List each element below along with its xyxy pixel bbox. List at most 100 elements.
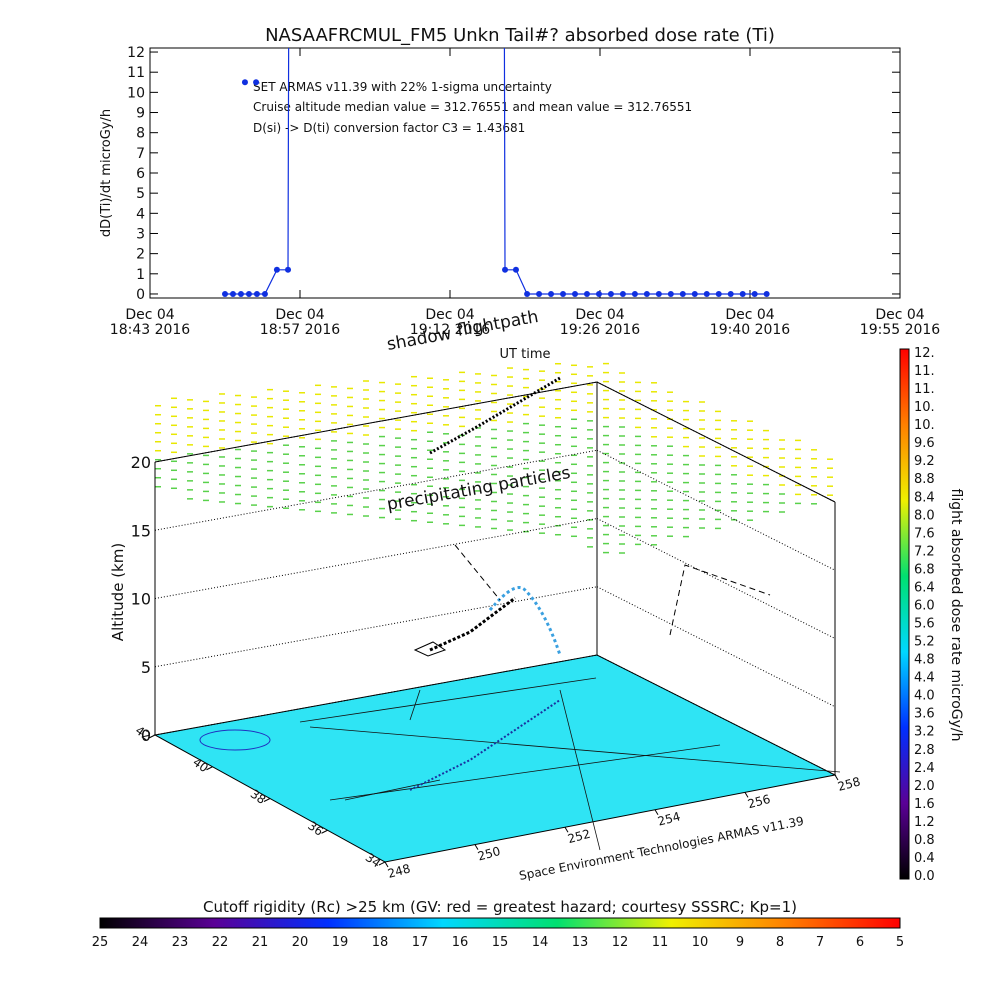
colorbar-tick-label: 20 — [292, 935, 309, 950]
data-point — [643, 290, 650, 297]
x-tick-label: 19:26 2016 — [560, 322, 641, 338]
map-line — [344, 779, 441, 801]
y-tick-label: 10 — [127, 85, 145, 101]
axis-line — [154, 381, 836, 503]
data-point — [751, 290, 758, 297]
map-line — [559, 689, 601, 851]
z-tick-label: 15 — [131, 521, 151, 540]
data-point — [285, 266, 292, 273]
z-axis-label: Altitude (km) — [109, 543, 127, 641]
colorbar-tick-label: 9.2 — [914, 454, 935, 469]
colorbar-tick-label: 3.2 — [914, 725, 935, 740]
colorbar-tick-label: 4.4 — [914, 671, 935, 686]
data-point — [253, 290, 260, 297]
y-tick — [206, 766, 213, 771]
colorbar-tick-label: 2.0 — [914, 779, 935, 794]
data-point — [763, 290, 770, 297]
colorbar-tick-label: 8.8 — [914, 472, 935, 487]
x-tick-label: 250 — [476, 844, 502, 863]
colorbar-tick-label: 2.4 — [914, 761, 935, 776]
data-point — [739, 290, 746, 297]
data-point — [237, 290, 244, 297]
annotation: D(si) -> D(ti) conversion factor C3 = 1.… — [253, 121, 525, 135]
colorbar-tick-label: 3.6 — [914, 707, 935, 722]
grid-line — [596, 654, 836, 776]
flight-path — [488, 586, 562, 656]
x-tick-label: 18:43 2016 — [110, 322, 191, 338]
colorbar-tick-label: 2.8 — [914, 743, 935, 758]
y-tick-label: 12 — [127, 45, 145, 61]
y-tick-label: 7 — [136, 146, 145, 162]
data-point — [703, 290, 710, 297]
colorbar-tick-label: 4.8 — [914, 653, 935, 668]
colorbar-tick-label: 0.0 — [914, 869, 935, 884]
colorbar-tick-label: 24 — [132, 935, 149, 950]
colorbar-title: Cutoff rigidity (Rc) >25 km (GV: red = g… — [203, 898, 797, 916]
grid-line — [154, 518, 598, 599]
x-tick-label: Dec 04 — [125, 307, 174, 323]
colorbar-tick-label: 6.4 — [914, 580, 935, 595]
x-tick-label: 19:40 2016 — [710, 322, 791, 338]
x-tick-label: Dec 04 — [725, 307, 774, 323]
colorbar-tick-label: 11. — [914, 382, 935, 397]
x-tick — [744, 792, 749, 798]
map-line — [299, 677, 597, 723]
x-tick — [564, 826, 569, 833]
data-point — [261, 290, 268, 297]
x-tick-label: 258 — [836, 774, 862, 793]
colorbar-tick-label: 4.0 — [914, 689, 935, 704]
colorbar — [899, 348, 910, 880]
annotation: Cruise altitude median value = 312.76551… — [253, 100, 692, 114]
y-tick-label: 9 — [136, 106, 145, 122]
chart-title: NASAAFRCMUL_FM5 Unkn Tail#? absorbed dos… — [265, 25, 775, 46]
x-tick-label: 19:55 2016 — [860, 322, 941, 338]
data-point — [631, 290, 638, 297]
colorbar-tick-label: 11. — [914, 364, 935, 379]
colorbar-tick-label: 16 — [452, 935, 469, 950]
y-tick — [321, 829, 328, 834]
colorbar-tick-label: 8.4 — [914, 490, 935, 505]
z-tick-label: 10 — [131, 590, 151, 609]
colorbar-tick-label: 10 — [692, 935, 709, 950]
data-point — [548, 290, 555, 297]
y-tick-label: 8 — [136, 126, 145, 142]
colorbar-tick-label: 0.4 — [914, 851, 935, 866]
colorbar-tick-label: 22 — [212, 935, 229, 950]
y-tick — [378, 861, 386, 866]
colorbar-tick-label: 14 — [532, 935, 549, 950]
data-point — [273, 266, 280, 273]
y-axis-label: dD(Ti)/dt microGy/h — [99, 109, 114, 237]
x-tick — [474, 844, 479, 850]
scene-3d — [153, 362, 841, 863]
data-point — [667, 290, 674, 297]
colorbar-tick-label: 5.2 — [914, 635, 935, 650]
x-tick-label: Dec 04 — [875, 307, 924, 323]
x-tick — [834, 774, 839, 781]
y-tick — [148, 734, 156, 739]
map-contour — [199, 729, 271, 751]
x-tick-label: Dec 04 — [425, 307, 474, 323]
colorbar-tick-label: 23 — [172, 935, 189, 950]
colorbar-tick-label: 10. — [914, 400, 935, 415]
data-point — [241, 79, 248, 86]
flight-path — [429, 376, 561, 455]
y-tick-label: 11 — [127, 65, 145, 81]
y-tick — [263, 798, 271, 802]
data-point — [512, 266, 519, 273]
data-point — [679, 290, 686, 297]
grid-line — [154, 449, 598, 531]
colorbar-tick-label: 6.0 — [914, 598, 935, 613]
y-tick-label: 6 — [136, 166, 145, 182]
y-tick-label: 1 — [136, 267, 145, 283]
data-point — [222, 290, 228, 297]
colorbar-tick-label: 9.6 — [914, 436, 935, 451]
colorbar-tick-label: 7.6 — [914, 526, 935, 541]
data-point — [560, 290, 567, 297]
y-tick-label: 5 — [136, 186, 145, 202]
colorbar-tick-label: 17 — [412, 935, 429, 950]
data-point — [595, 290, 602, 297]
scene-label: precipitating particles — [385, 463, 572, 515]
x-tick-label: 256 — [746, 792, 772, 811]
z-tick-label: 0 — [141, 726, 151, 745]
data-point — [727, 290, 734, 297]
